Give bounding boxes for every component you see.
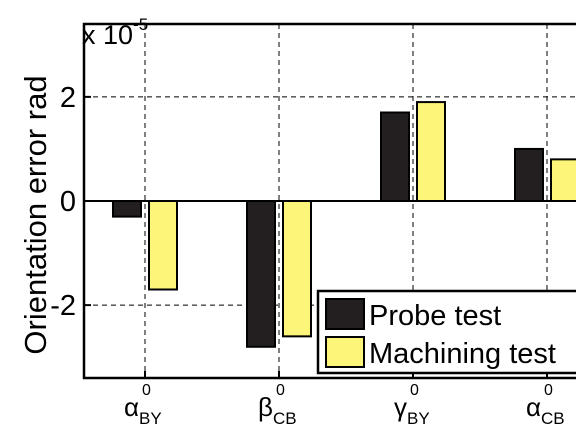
x-tick-symbol: α bbox=[124, 392, 139, 422]
scale-factor-label: x 10-5 bbox=[82, 15, 148, 50]
bar-probe-test-3 bbox=[514, 147, 544, 202]
x-tick-superscript: 0 bbox=[544, 382, 553, 399]
y-tick-label: 2 bbox=[60, 82, 76, 114]
x-tick-superscript: 0 bbox=[276, 382, 285, 399]
bar-machining-test-3 bbox=[550, 158, 576, 202]
y-tick-label: -2 bbox=[50, 290, 76, 322]
x-tick-label: γ0 BY bbox=[394, 382, 430, 427]
x-tick-symbol: α bbox=[526, 392, 541, 422]
x-tick-symbol: β bbox=[258, 392, 273, 422]
x-tick-symbol: γ bbox=[394, 392, 407, 422]
legend: Probe test Machining test bbox=[316, 289, 576, 375]
x-tick-label: α0 CB bbox=[526, 382, 565, 427]
x-tick-superscript: 0 bbox=[142, 382, 151, 399]
bars bbox=[112, 101, 576, 348]
legend-label-machining-test: Machining test bbox=[369, 338, 556, 370]
x-tick-subscript: CB bbox=[541, 409, 565, 427]
y-ticks: -2 0 2 bbox=[50, 82, 91, 322]
y-axis-label: Orientation error rad bbox=[18, 75, 53, 354]
legend-swatch-machining-test bbox=[325, 336, 365, 368]
bar-probe-test-1 bbox=[246, 200, 276, 348]
x-tick-subscript: BY bbox=[407, 409, 430, 427]
x-tick-label: β0 CB bbox=[258, 382, 297, 427]
y-tick-label: 0 bbox=[60, 186, 76, 218]
bar-probe-test-0 bbox=[112, 200, 142, 218]
x-tick-subscript: CB bbox=[273, 409, 297, 427]
x-tick-subscript: BY bbox=[139, 409, 162, 427]
legend-label-probe-test: Probe test bbox=[369, 300, 501, 332]
legend-swatch-probe-test bbox=[325, 298, 365, 330]
bar-machining-test-1 bbox=[282, 200, 312, 338]
bar-probe-test-2 bbox=[380, 111, 410, 202]
x-tick-superscript: 0 bbox=[410, 382, 419, 399]
bar-machining-test-0 bbox=[148, 200, 178, 291]
bar-machining-test-2 bbox=[416, 101, 446, 202]
x-tick-label: α0 BY bbox=[124, 382, 162, 427]
